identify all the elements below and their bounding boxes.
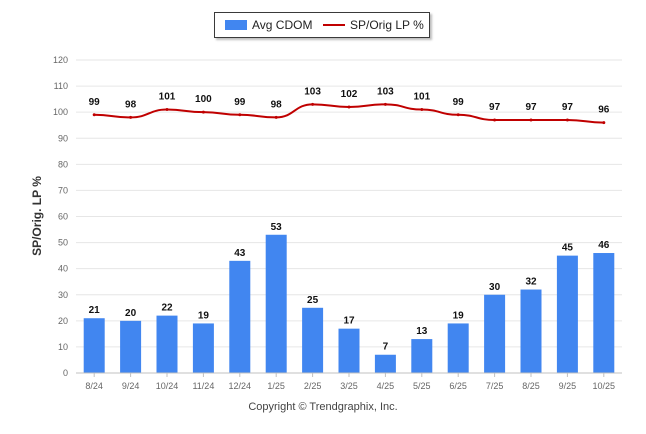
bar-data-label: 19 xyxy=(198,310,210,321)
bar-data-label: 25 xyxy=(307,295,319,306)
bar-data-label: 13 xyxy=(416,326,428,337)
line-data-label: 103 xyxy=(377,86,394,97)
y-tick-label: 120 xyxy=(53,55,68,65)
bar-data-label: 30 xyxy=(489,282,501,293)
line-data-label: 99 xyxy=(453,97,465,108)
line-data-label: 98 xyxy=(271,99,283,110)
x-tick-label: 10/25 xyxy=(593,381,616,391)
line-data-label: 99 xyxy=(234,97,246,108)
x-tick-label: 1/25 xyxy=(267,381,285,391)
bar xyxy=(229,260,251,373)
y-tick-label: 100 xyxy=(53,107,68,117)
legend-label-avg-cdom: Avg CDOM xyxy=(252,18,313,32)
x-tick-label: 9/24 xyxy=(122,381,140,391)
x-tick-label: 6/25 xyxy=(449,381,467,391)
x-tick-label: 2/25 xyxy=(304,381,322,391)
bar xyxy=(302,307,324,373)
bar-data-label: 7 xyxy=(383,342,389,353)
legend-label-sp-orig-lp: SP/Orig LP % xyxy=(350,18,424,32)
x-tick-label: 11/24 xyxy=(192,381,214,391)
legend-swatch-bar xyxy=(225,20,247,30)
bar xyxy=(556,255,578,373)
bar xyxy=(447,323,469,373)
chart-legend: Avg CDOM SP/Orig LP % xyxy=(214,12,430,38)
line-point xyxy=(493,118,497,122)
line-point xyxy=(420,108,424,112)
y-tick-label: 110 xyxy=(54,81,68,91)
y-tick-label: 70 xyxy=(58,185,68,195)
bar xyxy=(192,323,214,373)
bar xyxy=(593,253,615,373)
bar-data-label: 19 xyxy=(453,310,465,321)
bar-data-label: 17 xyxy=(343,316,355,327)
bar-data-label: 20 xyxy=(125,308,137,319)
line-data-label: 101 xyxy=(413,92,430,103)
x-tick-label: 9/25 xyxy=(559,381,577,391)
line-data-label: 103 xyxy=(304,86,321,97)
line-point xyxy=(565,118,569,122)
line-point xyxy=(529,118,533,122)
legend-swatch-line xyxy=(323,24,345,26)
x-tick-label: 8/25 xyxy=(522,381,540,391)
line-data-label: 100 xyxy=(195,94,212,105)
line-point xyxy=(383,102,387,106)
bar xyxy=(156,315,178,373)
x-tick-label: 10/24 xyxy=(156,381,179,391)
y-tick-label: 40 xyxy=(58,264,68,274)
line-data-label: 97 xyxy=(525,102,537,113)
x-tick-label: 12/24 xyxy=(229,381,252,391)
line-point xyxy=(92,113,96,117)
bar-data-label: 46 xyxy=(598,240,610,251)
bar xyxy=(338,328,360,373)
x-tick-label: 7/25 xyxy=(486,381,504,391)
bar-data-label: 43 xyxy=(234,248,246,259)
line-point xyxy=(238,113,242,117)
y-tick-label: 90 xyxy=(58,133,68,143)
line-point xyxy=(129,115,133,119)
x-tick-label: 3/25 xyxy=(340,381,358,391)
y-tick-label: 10 xyxy=(58,342,68,352)
legend-item-avg-cdom[interactable]: Avg CDOM xyxy=(225,18,312,32)
bar-data-label: 45 xyxy=(562,243,574,254)
line-point xyxy=(602,121,606,125)
y-tick-label: 60 xyxy=(58,212,68,222)
bar xyxy=(411,339,433,373)
x-tick-label: 8/24 xyxy=(85,381,103,391)
legend-item-sp-orig-lp[interactable]: SP/Orig LP % xyxy=(323,18,424,32)
bar-data-label: 53 xyxy=(271,222,283,233)
bar-data-label: 32 xyxy=(525,277,537,288)
line-point xyxy=(311,102,315,106)
line-data-label: 101 xyxy=(159,92,176,103)
copyright-text: Copyright © Trendgraphix, Inc. xyxy=(248,401,398,413)
bar xyxy=(520,289,542,373)
line-data-label: 98 xyxy=(125,99,137,110)
line-data-label: 97 xyxy=(562,102,574,113)
bar xyxy=(120,320,142,373)
line-point xyxy=(456,113,460,117)
line-point xyxy=(274,115,278,119)
x-tick-label: 4/25 xyxy=(377,381,395,391)
bar xyxy=(83,318,105,373)
bar-data-label: 22 xyxy=(161,303,173,314)
bar xyxy=(484,294,506,373)
bar-data-label: 21 xyxy=(89,305,101,316)
y-tick-label: 50 xyxy=(58,238,68,248)
y-tick-label: 30 xyxy=(58,290,68,300)
y-tick-label: 80 xyxy=(58,159,68,169)
line-data-label: 96 xyxy=(598,105,610,116)
line-point xyxy=(201,110,205,114)
line-point xyxy=(347,105,351,109)
line-data-label: 102 xyxy=(341,89,358,100)
line-data-label: 99 xyxy=(89,97,101,108)
line-point xyxy=(165,108,169,112)
y-axis-title: SP/Orig. LP % xyxy=(30,176,44,256)
x-tick-label: 5/25 xyxy=(413,381,431,391)
line-data-label: 97 xyxy=(489,102,501,113)
y-tick-label: 20 xyxy=(58,316,68,326)
bar xyxy=(374,354,396,373)
bar xyxy=(265,234,287,373)
y-tick-label: 0 xyxy=(63,368,68,378)
